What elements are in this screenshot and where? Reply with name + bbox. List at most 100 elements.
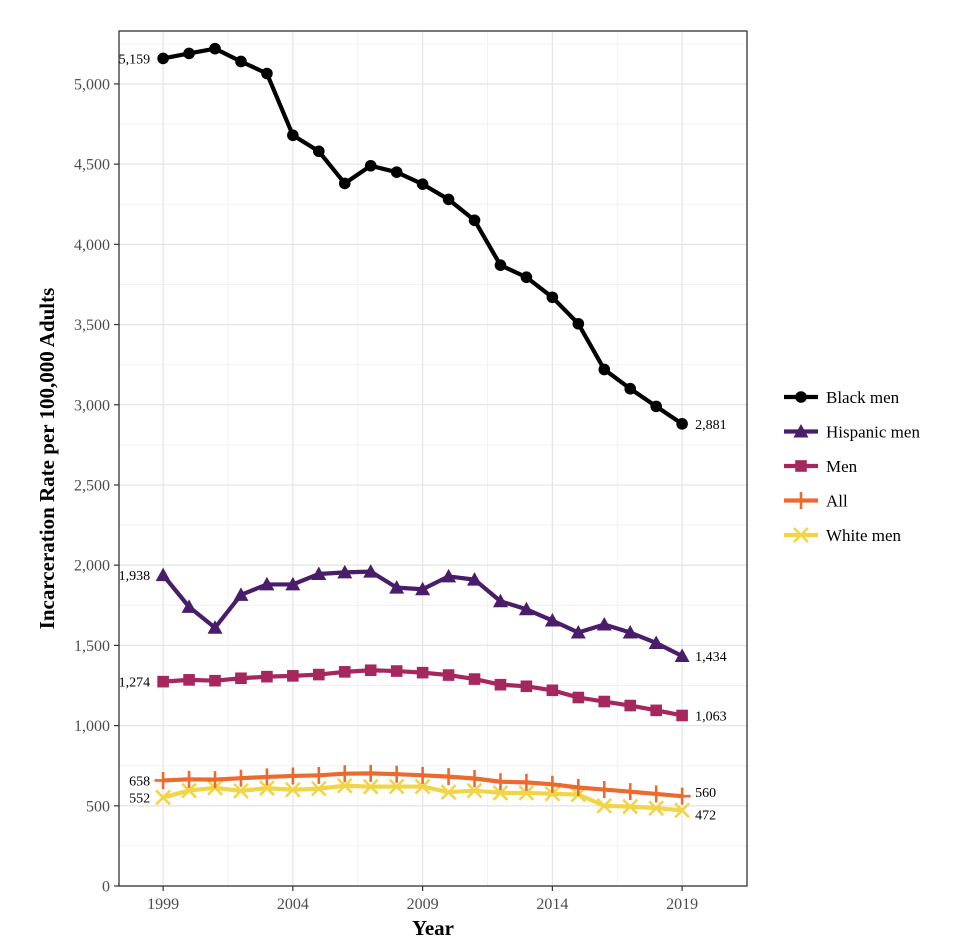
grid-lines (119, 31, 747, 887)
data-point (676, 709, 688, 722)
x-tick-label: 2009 (407, 896, 439, 913)
series-hispanic-men (155, 564, 690, 662)
series-men (157, 664, 688, 722)
data-point (310, 766, 328, 784)
data-point (311, 566, 327, 580)
legend-label: Hispanic men (826, 423, 920, 442)
data-point (258, 780, 275, 797)
start-value-label: 5,159 (119, 52, 151, 67)
data-point (596, 617, 612, 631)
data-point (546, 291, 559, 304)
data-point (337, 564, 353, 579)
data-point (180, 770, 198, 788)
y-tick-label: 5,000 (74, 76, 110, 93)
data-point (467, 572, 483, 586)
data-point (207, 620, 223, 634)
data-point (261, 670, 273, 683)
data-point (388, 765, 406, 783)
data-point (287, 129, 299, 142)
legend-marker (793, 424, 809, 438)
series-black-men (157, 42, 688, 430)
x-tick-label: 2019 (666, 896, 698, 913)
data-point (390, 665, 403, 677)
data-point (284, 781, 301, 798)
data-point (569, 779, 587, 797)
legend-marker (795, 460, 807, 472)
data-point (543, 775, 561, 793)
data-point (181, 782, 197, 799)
data-point (157, 675, 169, 688)
data-point (155, 567, 171, 582)
data-point (209, 674, 221, 687)
data-point (336, 777, 353, 794)
data-point (441, 568, 457, 583)
data-point (232, 769, 250, 787)
legend-marker (792, 492, 810, 509)
data-point (674, 648, 690, 662)
data-point (181, 599, 197, 613)
data-point (572, 317, 585, 330)
data-point (364, 159, 377, 172)
legend-label: All (826, 492, 848, 511)
y-tick-label: 3,500 (74, 317, 110, 334)
data-point (414, 778, 431, 795)
data-point (544, 785, 561, 802)
start-value-label: 1,274 (119, 676, 151, 691)
data-point (440, 768, 458, 786)
y-tick-label: 2,000 (74, 558, 110, 575)
data-point (624, 382, 637, 395)
data-point (468, 673, 481, 685)
data-point (154, 771, 172, 789)
x-axis-title: Year (412, 916, 454, 940)
axes: 0 500 1,000 1,500 2,000 2,500 3,000 3,500 4,000 4… (74, 76, 698, 913)
legend: Black men Hispanic men Men All White men (784, 388, 920, 545)
y-tick-label: 3,000 (74, 397, 110, 414)
data-point (414, 766, 432, 784)
data-point (647, 785, 665, 803)
data-point (622, 625, 638, 639)
series-layer: 5,159 2,881 1,938 1,434 1,274 1,063 658 560 552 4… (119, 42, 727, 823)
legend-marker (793, 527, 809, 543)
data-point (544, 613, 560, 627)
data-point (362, 778, 379, 795)
data-point (442, 193, 455, 206)
data-point (572, 691, 585, 704)
data-point (517, 773, 535, 791)
data-point (338, 666, 351, 678)
data-point (389, 580, 405, 594)
end-value-label: 472 (695, 808, 716, 823)
legend-item-hispanic-men: Hispanic men (784, 423, 920, 442)
legend-item-black-men: Black men (784, 388, 900, 407)
data-point (468, 214, 481, 227)
y-tick-label: 500 (86, 798, 110, 815)
legend-label: Men (826, 457, 858, 476)
data-point (466, 770, 484, 788)
data-point (650, 400, 662, 413)
data-point (595, 781, 613, 799)
data-point (650, 704, 662, 717)
series-all (154, 764, 691, 805)
legend-item-white-men: White men (784, 526, 902, 545)
data-point (235, 55, 247, 68)
data-point (518, 785, 535, 801)
plot-frame (118, 30, 748, 887)
data-point (520, 680, 533, 693)
data-point (206, 771, 224, 789)
end-value-label: 1,063 (695, 709, 727, 724)
start-value-label: 658 (129, 774, 150, 789)
data-point (155, 789, 172, 806)
data-point (598, 363, 611, 376)
y-tick-label: 1,000 (74, 718, 110, 735)
y-tick-label: 4,500 (74, 157, 110, 174)
data-point (313, 668, 325, 681)
data-point (183, 674, 195, 686)
data-point (596, 797, 613, 814)
legend-marker (795, 391, 807, 403)
data-point (673, 787, 691, 805)
legend-label: Black men (826, 388, 900, 407)
data-point (624, 699, 637, 712)
data-point (676, 418, 688, 430)
data-point (648, 800, 665, 817)
data-point (546, 684, 559, 697)
